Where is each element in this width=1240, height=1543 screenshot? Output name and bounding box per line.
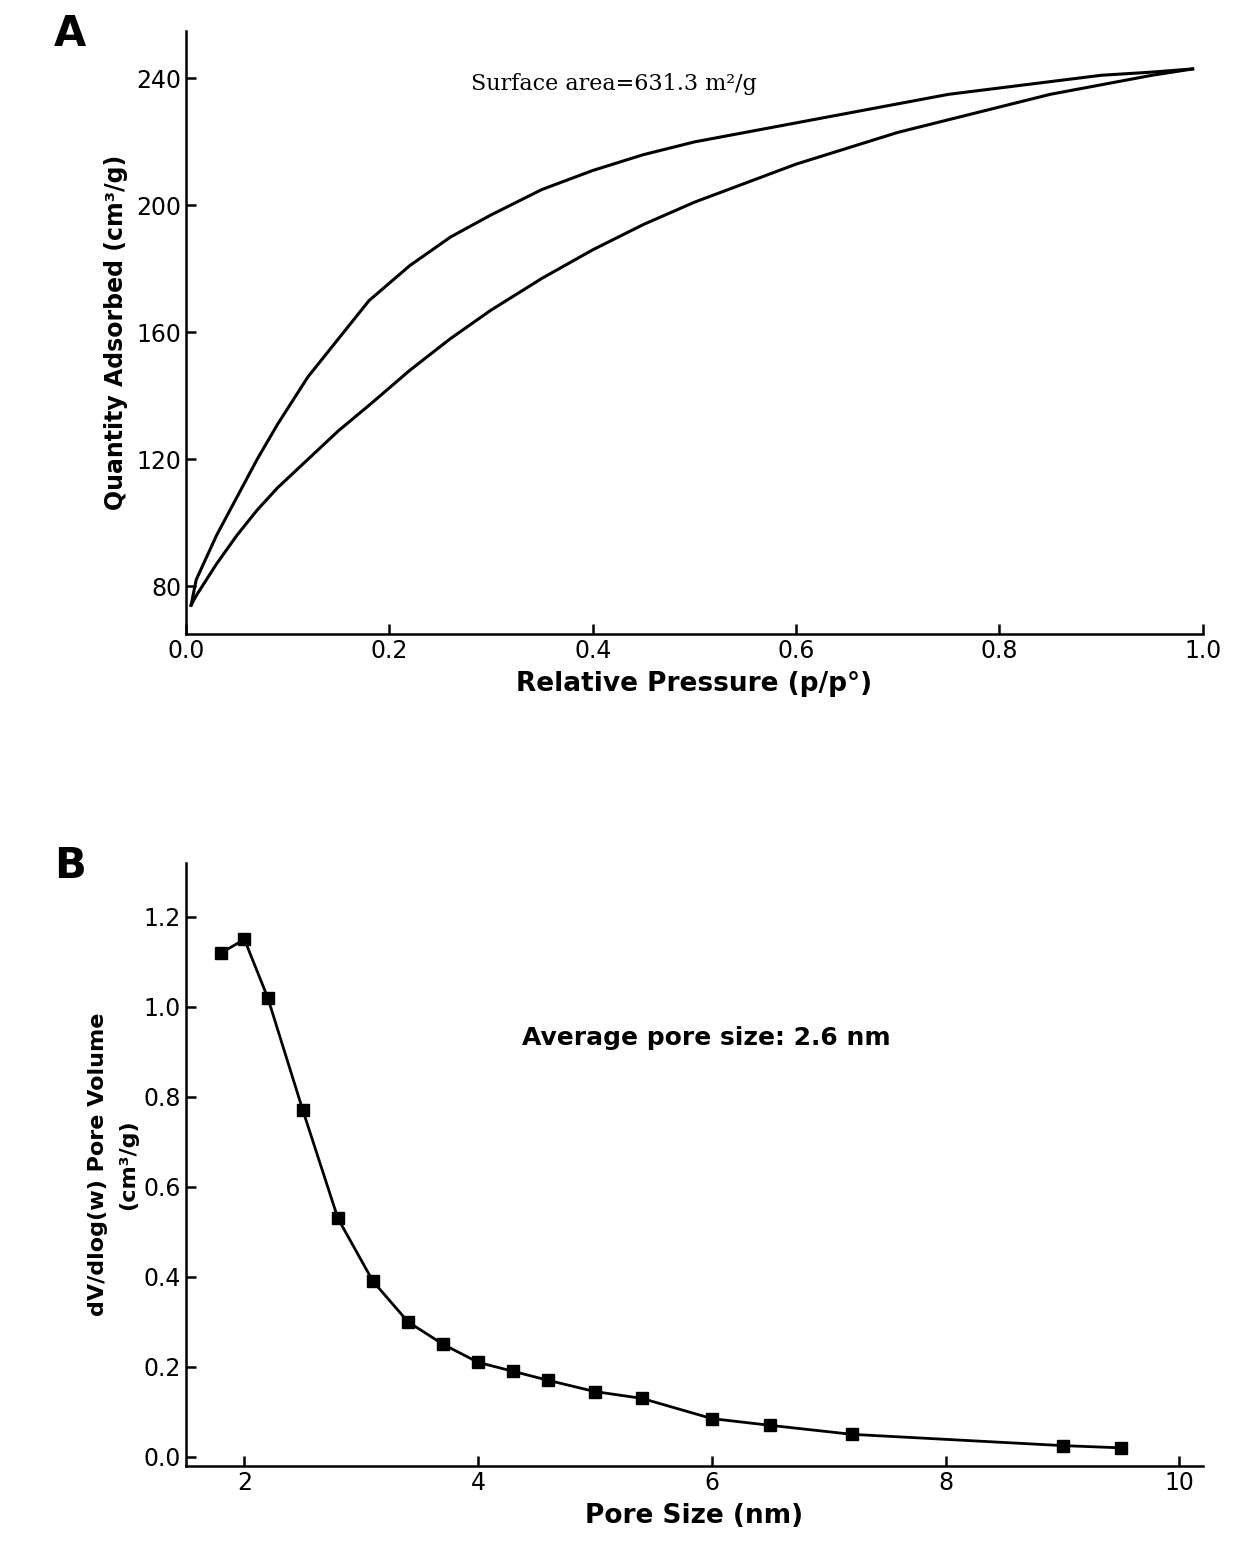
Y-axis label: dV/dlog(w) Pore Volume
(cm³/g): dV/dlog(w) Pore Volume (cm³/g) — [88, 1012, 138, 1316]
X-axis label: Relative Pressure (p/p°): Relative Pressure (p/p°) — [516, 671, 873, 697]
Text: B: B — [53, 846, 86, 887]
Y-axis label: Quantity Adsorbed (cm³/g): Quantity Adsorbed (cm³/g) — [104, 154, 128, 509]
X-axis label: Pore Size (nm): Pore Size (nm) — [585, 1503, 804, 1529]
Text: Average pore size: 2.6 nm: Average pore size: 2.6 nm — [522, 1026, 890, 1049]
Text: Surface area=631.3 m²/g: Surface area=631.3 m²/g — [471, 73, 756, 96]
Text: A: A — [53, 12, 86, 54]
